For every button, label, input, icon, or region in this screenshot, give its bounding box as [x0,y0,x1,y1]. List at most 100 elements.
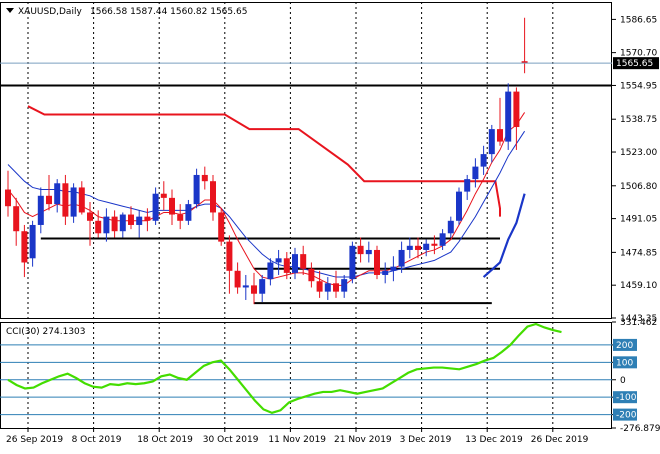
candle-body [275,258,282,263]
candle-body [267,262,274,280]
price-axis-label: 1554.95 [620,81,657,91]
candle-body [324,283,331,292]
candle-body [242,285,249,288]
candle-body [185,204,192,221]
price-axis-label: 1538.75 [620,115,657,125]
x-axis-label: 30 Oct 2019 [203,435,259,445]
candle-body [505,91,512,142]
cci-axis-label: -200 [616,411,637,421]
candle-body [136,216,143,225]
candle-body [218,212,225,242]
candle-body [210,181,216,213]
cci-axis-label: 200 [616,341,633,351]
candle-body [292,254,298,273]
upper-band-line [27,105,501,217]
candle-body [308,268,315,282]
candle-body [144,216,151,221]
candle-body [70,187,77,217]
candle-body [160,193,167,198]
price-axis-label: 1491.05 [620,215,657,225]
cci-axis-label: 0 [620,376,626,386]
candle-body [177,214,184,221]
price-panel-frame [0,2,612,319]
price-axis-label: 1506.80 [620,182,657,192]
candle-body [513,91,520,128]
candle-body [333,283,339,292]
candle-body [349,245,356,280]
candle-body [226,241,233,271]
cci-level-box [613,408,637,421]
candle-body [406,245,413,250]
x-axis-label: 3 Dec 2019 [400,435,452,445]
candle-body [201,174,208,182]
chart-symbol: XAUUSD,Daily [18,7,82,17]
candle-body [497,129,503,142]
candle-body [128,214,134,225]
candle-body [87,212,93,221]
candle-body [398,249,405,267]
candle-body [357,245,364,255]
candle-body [103,216,110,234]
chevron-down-icon[interactable] [6,8,14,13]
x-axis-label: 11 Nov 2019 [268,435,326,445]
candle-body [431,243,438,246]
slow-ma-line [7,130,526,278]
candle-body [234,270,241,288]
candle-body [283,258,290,273]
cci-axis-label: 331.462 [620,318,657,328]
candle-body [415,245,421,250]
candle-body [423,243,430,250]
candle-body [21,231,28,263]
candle-body [62,183,69,217]
candle-body [95,220,102,234]
cci-level-box [613,356,637,369]
candle-body [5,189,11,207]
candle-body [365,249,372,255]
x-axis-label: 21 Nov 2019 [334,435,392,445]
candle-body [46,195,52,205]
price-axis-label: 1523.00 [620,148,657,158]
candle-body [13,206,20,232]
candle-body [259,279,266,294]
x-axis-label: 26 Sep 2019 [6,435,63,445]
candle-body [111,216,118,232]
candle-body [374,249,380,275]
chart-ohlc: 1566.58 1587.44 1560.82 1565.65 [90,7,247,17]
cci-axis-label: -100 [616,393,637,403]
candle-body [78,187,85,213]
candle-body [316,281,323,292]
candle-body [341,279,348,292]
cci-axis-label: 100 [616,358,633,368]
cci-axis-label: -276.8793 [620,424,660,434]
price-axis-label: 1586.65 [620,15,657,25]
x-axis-label: 26 Dec 2019 [531,435,589,445]
candle-body [521,61,528,64]
cci-level-box [613,391,637,404]
candle-body [480,154,487,167]
candle-body [488,129,495,155]
candle-body [464,179,471,192]
candle-body [29,224,36,259]
x-axis-label: 8 Oct 2019 [72,435,122,445]
price-axis-label: 1459.10 [620,281,657,291]
candle-body [152,193,159,221]
blue-trend-line [482,193,526,278]
candle-body [251,285,257,294]
fast-ma-line [7,112,526,286]
candle-body [382,270,389,275]
x-axis-label: 13 Dec 2019 [465,435,523,445]
candle-body [472,166,479,180]
candle-body [119,214,126,232]
candle-body [193,174,200,205]
current-price-label: 1565.65 [616,59,653,69]
candle-body [439,233,446,246]
candle-body [390,266,397,271]
candle-body [54,183,61,205]
price-axis-label: 1474.85 [620,248,657,258]
candle-body [169,197,175,215]
cci-level-box [613,338,637,351]
current-price-box [613,57,659,70]
candle-body [300,254,307,269]
